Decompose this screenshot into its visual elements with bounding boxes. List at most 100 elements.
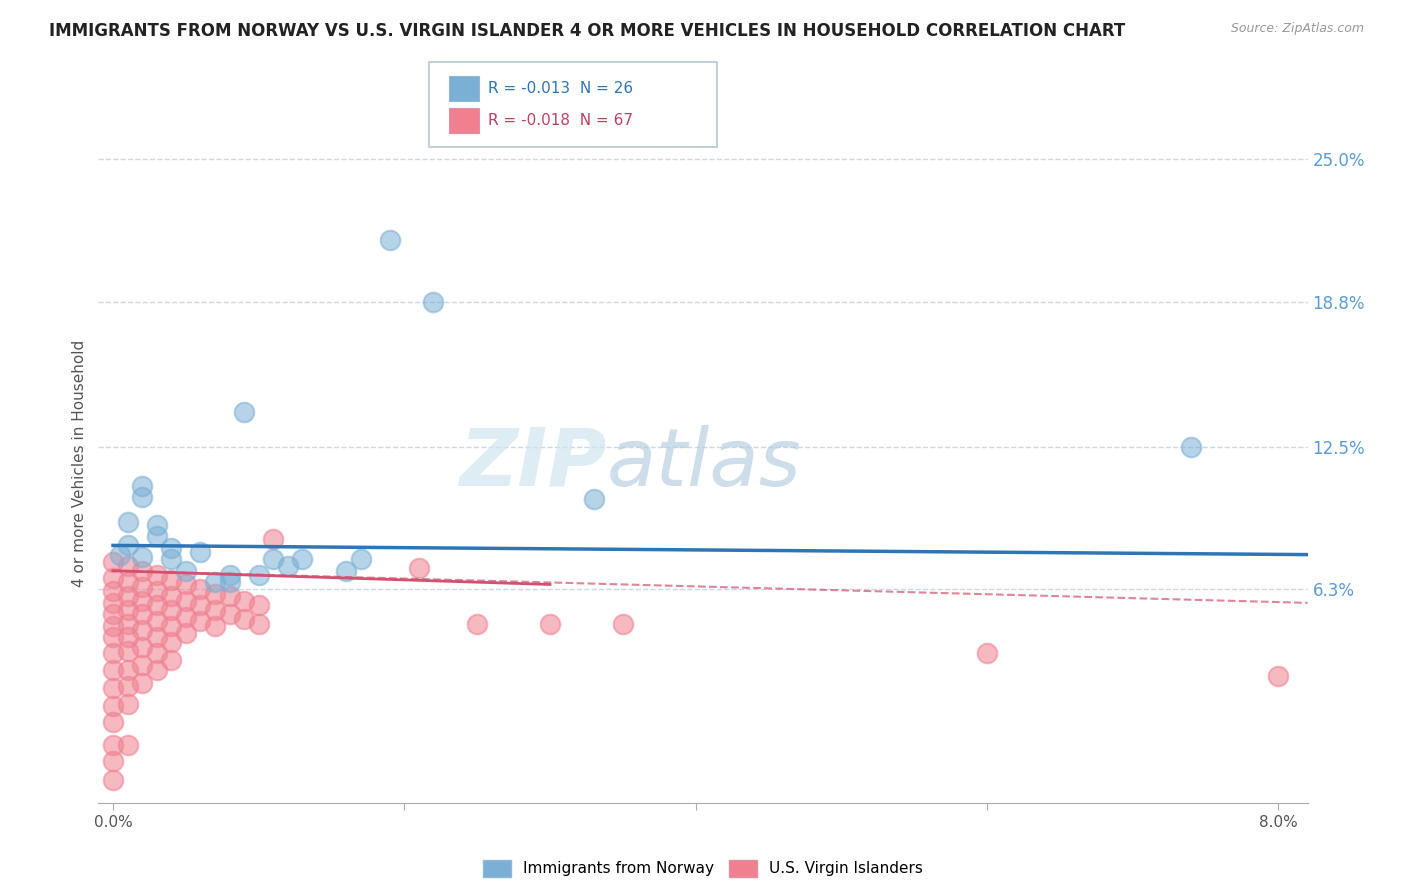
Point: [145, 614, 167, 628]
Point: [218, 589, 240, 603]
Text: ZIP: ZIP: [458, 425, 606, 503]
Point: [247, 598, 270, 612]
Point: [160, 619, 183, 633]
Point: [110, 548, 132, 562]
Point: [218, 568, 240, 582]
Point: [612, 616, 634, 631]
Text: R = -0.018  N = 67: R = -0.018 N = 67: [488, 113, 633, 128]
Point: [145, 517, 167, 532]
Point: [131, 478, 153, 492]
Point: [378, 233, 401, 247]
Point: [145, 647, 167, 661]
Point: [101, 772, 124, 787]
Point: [131, 564, 153, 578]
Point: [131, 490, 153, 504]
Point: [145, 631, 167, 645]
Point: [174, 564, 197, 578]
Point: [101, 584, 124, 599]
Point: [131, 657, 153, 672]
Point: [117, 589, 139, 603]
Point: [204, 603, 226, 617]
Point: [233, 405, 256, 419]
Point: [131, 580, 153, 594]
Point: [101, 663, 124, 677]
Point: [174, 593, 197, 607]
Point: [262, 552, 284, 566]
Point: [117, 679, 139, 693]
Point: [145, 598, 167, 612]
Point: [131, 624, 153, 638]
Point: [160, 653, 183, 667]
Point: [190, 614, 212, 628]
Point: [1180, 440, 1202, 454]
Point: [174, 577, 197, 591]
Point: [131, 676, 153, 690]
Point: [101, 755, 124, 769]
Point: [101, 715, 124, 730]
Point: [145, 529, 167, 543]
Point: [204, 575, 226, 590]
Point: [247, 568, 270, 582]
Point: [117, 603, 139, 617]
Point: [335, 564, 357, 578]
Point: [1267, 669, 1289, 683]
Point: [291, 552, 314, 566]
Point: [101, 739, 124, 753]
Point: [131, 607, 153, 622]
Point: [247, 616, 270, 631]
Point: [101, 699, 124, 714]
Point: [976, 647, 998, 661]
Point: [117, 616, 139, 631]
Point: [131, 593, 153, 607]
Point: [117, 739, 139, 753]
Point: [160, 603, 183, 617]
Point: [218, 607, 240, 622]
Point: [174, 609, 197, 624]
Point: [117, 644, 139, 658]
Point: [277, 559, 299, 574]
Text: R = -0.013  N = 26: R = -0.013 N = 26: [488, 81, 633, 95]
Point: [117, 575, 139, 590]
Point: [101, 681, 124, 695]
Point: [101, 554, 124, 568]
Point: [117, 663, 139, 677]
Point: [145, 584, 167, 599]
Point: [422, 294, 444, 309]
Point: [145, 663, 167, 677]
Point: [233, 593, 256, 607]
Point: [174, 625, 197, 640]
Point: [101, 607, 124, 622]
Y-axis label: 4 or more Vehicles in Household: 4 or more Vehicles in Household: [72, 340, 87, 588]
Text: atlas: atlas: [606, 425, 801, 503]
Text: Source: ZipAtlas.com: Source: ZipAtlas.com: [1230, 22, 1364, 36]
Point: [262, 532, 284, 546]
Point: [101, 596, 124, 610]
Point: [190, 582, 212, 596]
Point: [160, 589, 183, 603]
Point: [117, 516, 139, 530]
Point: [160, 541, 183, 555]
Point: [190, 598, 212, 612]
Point: [350, 552, 373, 566]
Point: [145, 568, 167, 582]
Point: [408, 561, 430, 575]
Point: [465, 616, 488, 631]
Point: [117, 538, 139, 552]
Point: [538, 616, 561, 631]
Point: [190, 545, 212, 559]
Text: IMMIGRANTS FROM NORWAY VS U.S. VIRGIN ISLANDER 4 OR MORE VEHICLES IN HOUSEHOLD C: IMMIGRANTS FROM NORWAY VS U.S. VIRGIN IS…: [49, 22, 1125, 40]
Point: [101, 571, 124, 585]
Point: [233, 612, 256, 626]
Point: [131, 549, 153, 564]
Point: [204, 619, 226, 633]
Point: [117, 631, 139, 645]
Point: [204, 587, 226, 601]
Point: [117, 559, 139, 574]
Legend: Immigrants from Norway, U.S. Virgin Islanders: Immigrants from Norway, U.S. Virgin Isla…: [477, 854, 929, 883]
Point: [101, 631, 124, 645]
Point: [131, 640, 153, 654]
Point: [101, 647, 124, 661]
Point: [160, 573, 183, 587]
Point: [101, 619, 124, 633]
Point: [582, 492, 605, 507]
